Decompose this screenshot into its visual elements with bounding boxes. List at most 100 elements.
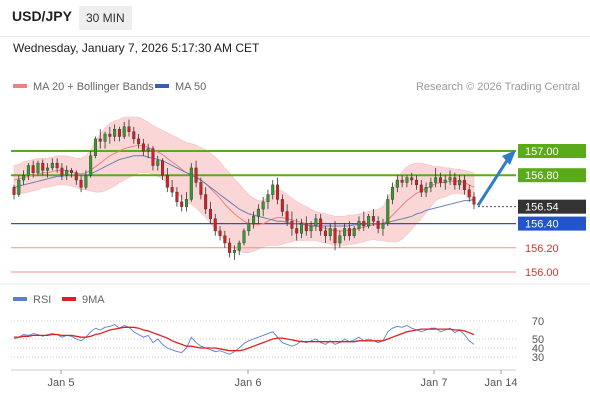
candle [338, 230, 342, 248]
candle [65, 165, 69, 181]
candle [443, 175, 447, 190]
candle [367, 213, 371, 229]
candle-body [280, 199, 284, 212]
level-label: 157.00 [525, 146, 559, 158]
candle [434, 167, 438, 188]
candle-body [376, 220, 380, 229]
candle [415, 175, 419, 190]
candle [458, 175, 462, 190]
candle [41, 159, 45, 176]
candle-body [60, 167, 64, 176]
candle [170, 180, 174, 197]
candle [362, 211, 366, 231]
candle [405, 175, 409, 188]
price-legend: MA 20 + Bollinger Bands MA 50 [13, 81, 206, 93]
candle [12, 184, 16, 200]
x-tick-label: Jan 5 [48, 377, 75, 389]
candle [194, 160, 198, 188]
candle [309, 221, 313, 239]
candle [467, 184, 471, 202]
rsi-legend-label: RSI [33, 294, 51, 306]
candle [462, 175, 466, 195]
candle-body [266, 194, 270, 203]
candle [103, 131, 107, 149]
level-label: 156.00 [525, 267, 559, 279]
candle [448, 170, 452, 185]
candle-body [208, 208, 212, 219]
candle [218, 226, 222, 241]
candle-body [237, 242, 241, 251]
candle-body [165, 174, 169, 188]
candle [113, 124, 117, 142]
candle [400, 175, 404, 188]
candle [295, 218, 299, 241]
candle [410, 172, 414, 185]
candle [223, 230, 227, 248]
candle-body [103, 133, 107, 142]
candle-body [410, 177, 414, 181]
level-labels: 157.00 156.80 156.54 156.40 156.20 156.00 [518, 144, 586, 279]
candle-body [184, 199, 188, 207]
candle [151, 146, 155, 171]
candle-body [381, 223, 385, 229]
candle [376, 216, 380, 234]
candle-body [458, 179, 462, 186]
candle-body [467, 189, 471, 198]
candle-body [285, 211, 289, 222]
ma9-legend-label: 9MA [82, 294, 105, 306]
candle [314, 213, 318, 231]
x-axis: Jan 5 Jan 6 Jan 7 Jan 14 [48, 370, 518, 389]
candle [141, 138, 145, 156]
candle [84, 170, 88, 190]
chart-header: USD/JPY 30 MIN [0, 0, 590, 37]
candle-body [443, 179, 447, 183]
level-label: 156.40 [525, 219, 559, 231]
candle-body [290, 220, 294, 229]
candle-body [170, 187, 174, 193]
candle-body [276, 184, 280, 200]
candle-body [31, 165, 35, 173]
candle [319, 213, 323, 236]
timeframe-button[interactable]: 30 MIN [79, 6, 132, 30]
candle [328, 223, 332, 241]
candle-body [113, 129, 117, 137]
candle [371, 209, 375, 227]
candle-body [367, 216, 371, 227]
candle [55, 158, 59, 173]
level-label-box [518, 199, 586, 214]
forecast-arrow-shaft [476, 158, 510, 207]
candle-body [194, 167, 198, 183]
candle-body [117, 129, 121, 137]
candle [300, 218, 304, 239]
candle-body [405, 177, 409, 183]
candle [199, 177, 203, 200]
candle-body [357, 220, 361, 229]
candle [161, 158, 165, 181]
ma9-legend-swatch [62, 297, 76, 301]
candle-body [453, 177, 457, 186]
candle-body [108, 133, 112, 137]
candle-body [55, 162, 59, 169]
candle [184, 192, 188, 212]
ma50-legend-swatch [155, 84, 169, 88]
candle-body [371, 216, 375, 222]
candle-body [295, 228, 299, 234]
candle-body [232, 250, 236, 253]
candle [256, 204, 260, 224]
candle-body [41, 162, 45, 171]
candle-body [69, 170, 73, 173]
ma20-legend-label: MA 20 + Bollinger Bands [33, 81, 154, 93]
candle-body [434, 177, 438, 183]
candle-body [127, 126, 131, 132]
candle [347, 221, 351, 241]
candle [276, 177, 280, 205]
candle [31, 160, 35, 178]
candle-body [304, 223, 308, 232]
candle-body [386, 199, 390, 224]
level-label-box [518, 168, 586, 183]
rsi-line [13, 324, 475, 355]
candle-body [352, 228, 356, 236]
x-tick-label: Jan 14 [484, 377, 517, 389]
